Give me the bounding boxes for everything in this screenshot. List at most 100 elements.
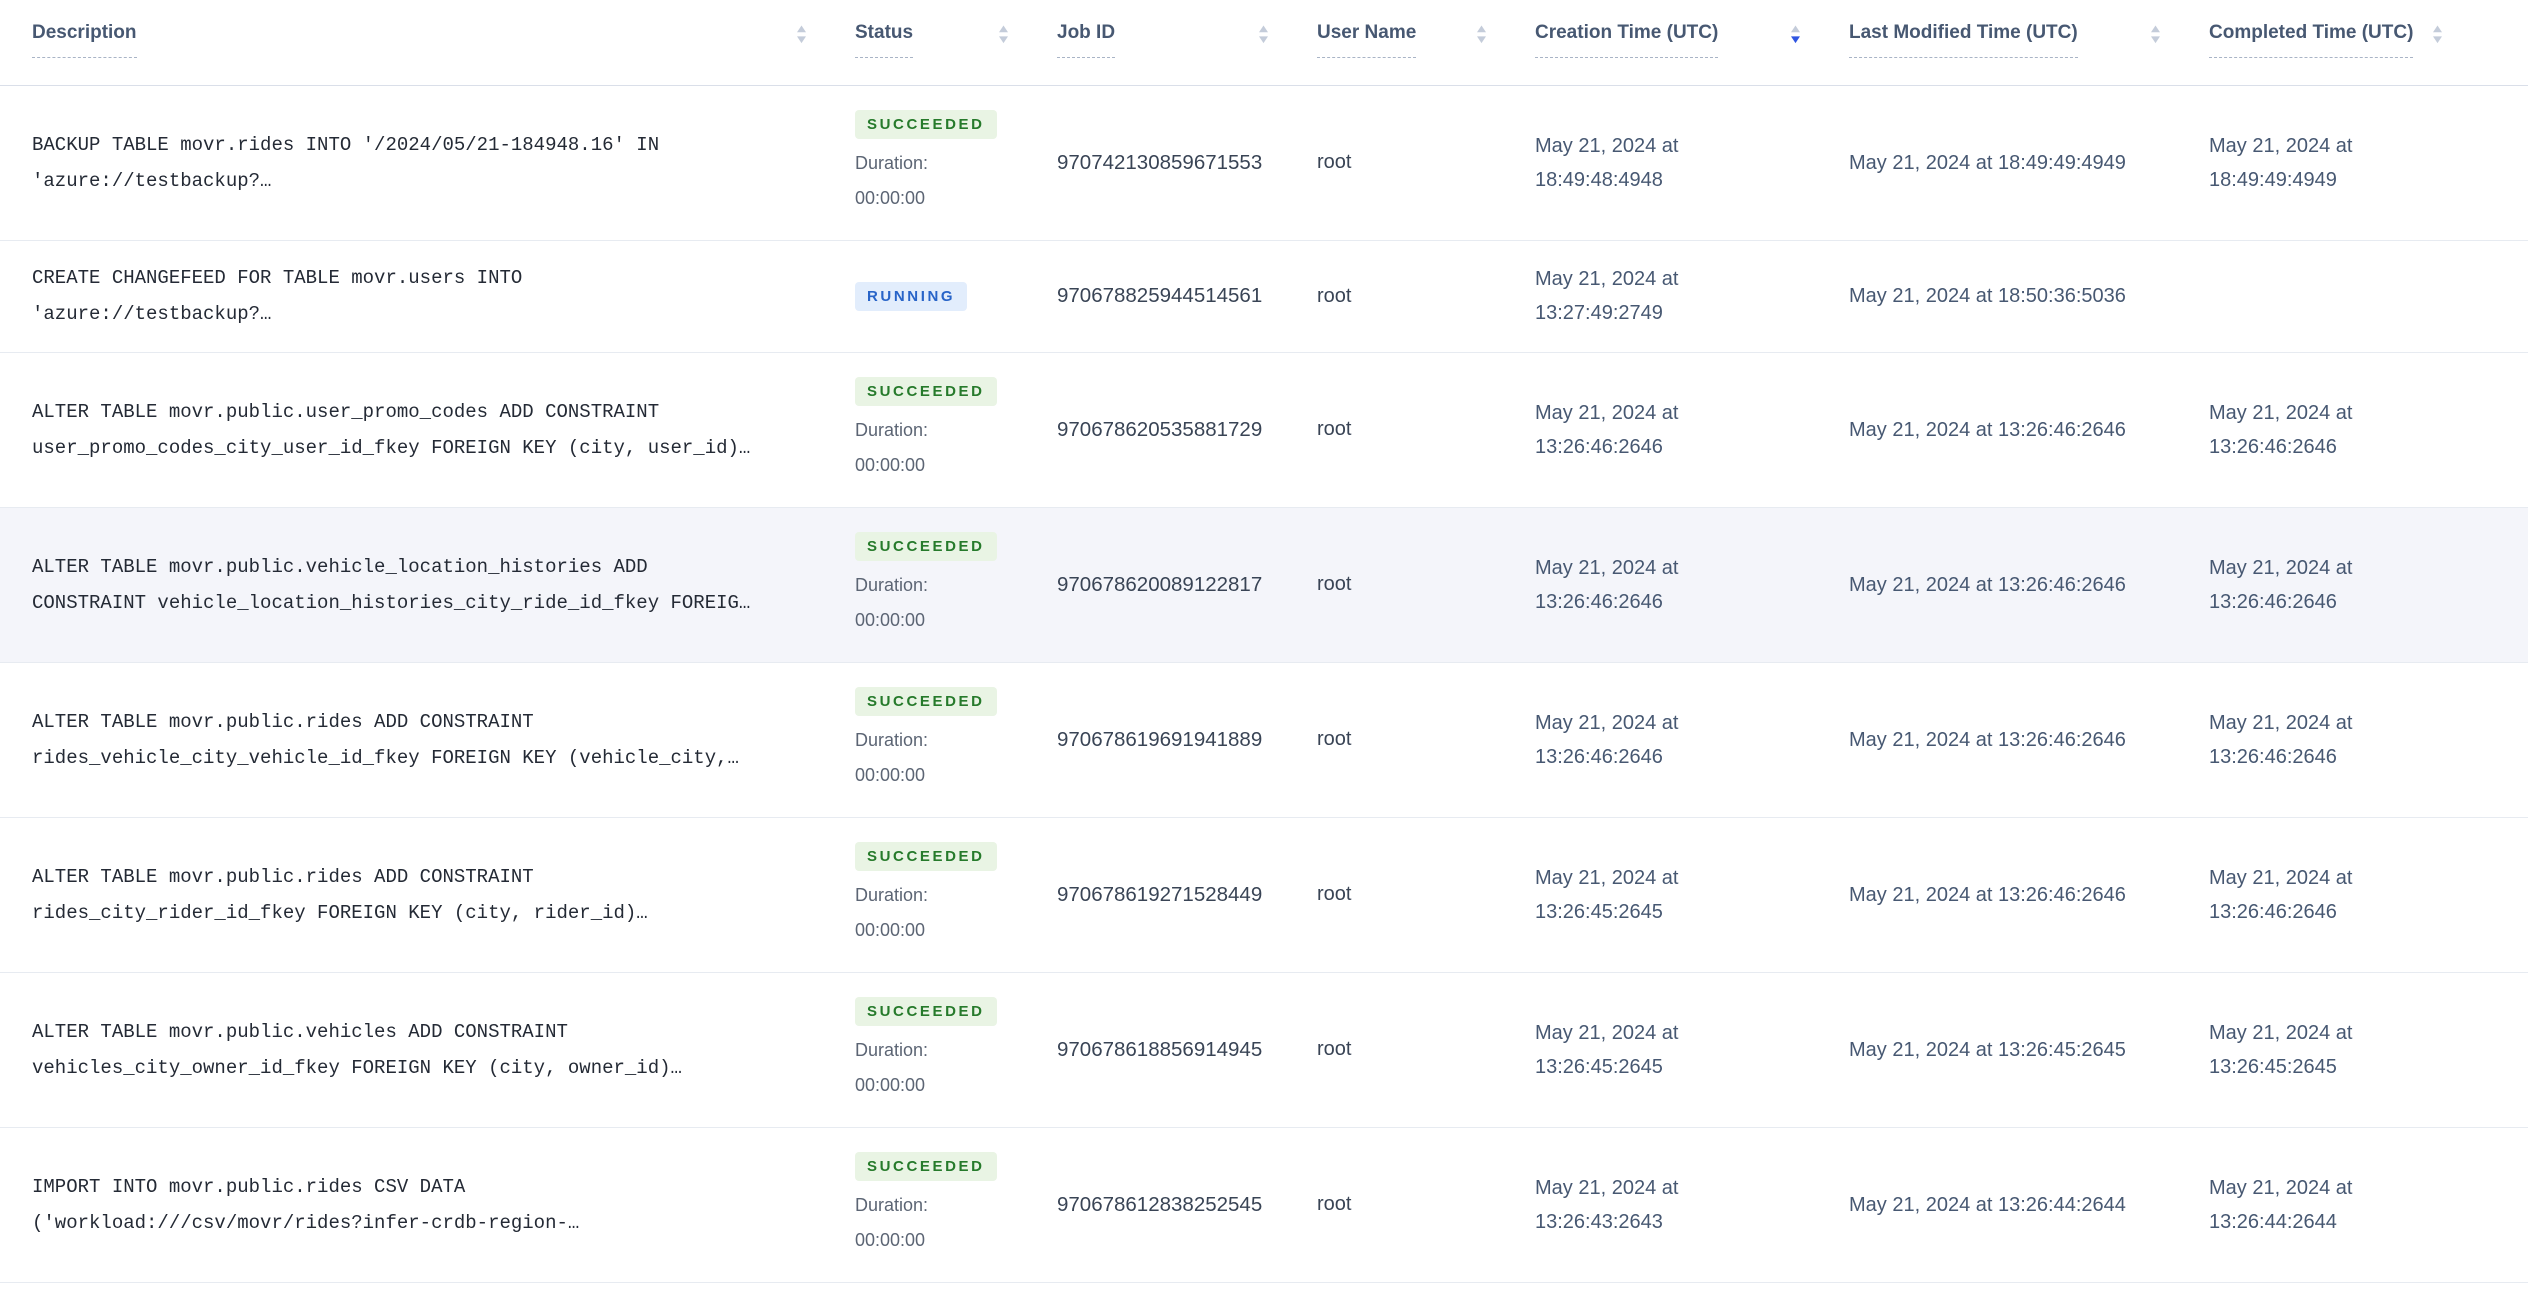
time-line: 13:26:46:2646	[2209, 435, 2337, 458]
job-duration: Duration: 00:00:00	[855, 1188, 1033, 1258]
status-badge: SUCCEEDED	[855, 531, 997, 561]
job-id: 970678620089122817	[1057, 507, 1317, 663]
job-description-link[interactable]: CREATE CHANGEFEED FOR TABLE movr.users I…	[32, 260, 831, 332]
sort-arrows-icon[interactable]	[2150, 24, 2161, 45]
column-header-label[interactable]: Description	[32, 22, 137, 58]
description-line: 'azure://testbackup?…	[32, 169, 272, 192]
user-name: root	[1317, 352, 1535, 508]
time-line: May 21, 2024 at	[1535, 866, 1679, 889]
column-header[interactable]: Completed Time (UTC)	[2209, 0, 2528, 86]
table-row[interactable]: IMPORT INTO movr.public.rides CSV DATA ('…	[0, 1127, 2528, 1283]
duration-value: 00:00:00	[855, 919, 926, 940]
sort-arrows-icon[interactable]	[1476, 24, 1487, 45]
column-header-label[interactable]: Job ID	[1057, 22, 1116, 58]
job-duration: Duration: 00:00:00	[855, 413, 1033, 483]
time-line: May 21, 2024 at	[1535, 134, 1679, 157]
job-duration: Duration: 00:00:00	[855, 146, 1033, 216]
time-line: May 21, 2024 at 18:50:36:5036	[1849, 285, 2126, 307]
job-description-link[interactable]: IMPORT INTO movr.public.rides CSV DATA ('…	[32, 1169, 831, 1241]
time-line: 13:26:46:2646	[2209, 745, 2337, 768]
completed-time: May 21, 2024 at 13:26:46:2646	[2209, 507, 2528, 663]
description-cell: ALTER TABLE movr.public.vehicles ADD CON…	[0, 972, 855, 1128]
job-duration: Duration: 00:00:00	[855, 878, 1033, 948]
column-header-label[interactable]: Last Modified Time (UTC)	[1849, 22, 2078, 58]
user-name: root	[1317, 1127, 1535, 1283]
creation-time: May 21, 2024 at 13:26:45:2645	[1535, 972, 1849, 1128]
job-description-link[interactable]: ALTER TABLE movr.public.rides ADD CONSTR…	[32, 704, 831, 776]
table-row[interactable]: BACKUP TABLE movr.rides INTO '/2024/05/2…	[0, 85, 2528, 241]
time-line: 13:26:45:2645	[1535, 1055, 1663, 1078]
job-description-link[interactable]: BACKUP TABLE movr.rides INTO '/2024/05/2…	[32, 127, 831, 199]
column-header-label[interactable]: Creation Time (UTC)	[1535, 22, 1719, 58]
column-header[interactable]: Last Modified Time (UTC)	[1849, 0, 2209, 86]
jobs-table-body: BACKUP TABLE movr.rides INTO '/2024/05/2…	[0, 85, 2528, 1283]
column-header-label[interactable]: Completed Time (UTC)	[2209, 22, 2414, 58]
column-header[interactable]: Creation Time (UTC)	[1535, 0, 1849, 86]
table-row[interactable]: ALTER TABLE movr.public.rides ADD CONSTR…	[0, 662, 2528, 818]
status-badge: RUNNING	[855, 281, 968, 311]
job-description-link[interactable]: ALTER TABLE movr.public.rides ADD CONSTR…	[32, 859, 831, 931]
column-header-label[interactable]: User Name	[1317, 22, 1417, 58]
time-line: May 21, 2024 at	[2209, 401, 2353, 424]
creation-time: May 21, 2024 at 13:26:46:2646	[1535, 507, 1849, 663]
description-line: IMPORT INTO movr.public.rides CSV DATA	[32, 1175, 466, 1198]
creation-time: May 21, 2024 at 13:26:45:2645	[1535, 817, 1849, 973]
time-line: 13:26:43:2643	[1535, 1210, 1663, 1233]
time-line: May 21, 2024 at	[2209, 556, 2353, 579]
status-badge: SUCCEEDED	[855, 1151, 997, 1181]
status-cell: SUCCEEDED Duration: 00:00:00	[855, 662, 1057, 818]
user-name: root	[1317, 85, 1535, 241]
sort-arrows-icon[interactable]	[2432, 24, 2443, 45]
time-line: May 21, 2024 at	[1535, 711, 1679, 734]
job-id: 970742130859671553	[1057, 85, 1317, 241]
time-line: May 21, 2024 at 13:26:46:2646	[1849, 883, 2126, 906]
job-id: 970678825944514561	[1057, 240, 1317, 353]
time-line: 13:26:46:2646	[1535, 745, 1663, 768]
column-header[interactable]: User Name	[1317, 0, 1535, 86]
table-row[interactable]: ALTER TABLE movr.public.user_promo_codes…	[0, 352, 2528, 508]
time-line: May 21, 2024 at	[1535, 1021, 1679, 1044]
time-line: 13:26:45:2645	[2209, 1055, 2337, 1078]
time-line: May 21, 2024 at	[1535, 268, 1679, 290]
description-line: CONSTRAINT vehicle_location_histories_ci…	[32, 591, 751, 614]
column-header[interactable]: Description	[0, 0, 855, 86]
last-modified-time: May 21, 2024 at 13:26:46:2646	[1849, 352, 2209, 508]
description-line: CREATE CHANGEFEED FOR TABLE movr.users I…	[32, 267, 523, 289]
sort-arrows-icon[interactable]	[998, 24, 1009, 45]
column-header[interactable]: Status	[855, 0, 1057, 86]
description-line: ALTER TABLE movr.public.vehicle_location…	[32, 555, 648, 578]
table-row[interactable]: ALTER TABLE movr.public.vehicles ADD CON…	[0, 972, 2528, 1128]
time-line: May 21, 2024 at	[2209, 1176, 2353, 1199]
job-description-link[interactable]: ALTER TABLE movr.public.vehicles ADD CON…	[32, 1014, 831, 1086]
last-modified-time: May 21, 2024 at 13:26:46:2646	[1849, 662, 2209, 818]
description-line: ALTER TABLE movr.public.user_promo_codes…	[32, 400, 660, 423]
duration-label: Duration:	[855, 729, 929, 750]
time-line: May 21, 2024 at	[2209, 1021, 2353, 1044]
job-id: 970678619691941889	[1057, 662, 1317, 818]
creation-time: May 21, 2024 at 13:26:43:2643	[1535, 1127, 1849, 1283]
sort-arrows-icon[interactable]	[1790, 24, 1801, 45]
last-modified-time: May 21, 2024 at 18:49:49:4949	[1849, 85, 2209, 241]
sort-arrows-icon[interactable]	[1258, 24, 1269, 45]
job-description-link[interactable]: ALTER TABLE movr.public.vehicle_location…	[32, 549, 831, 621]
job-id: 970678618856914945	[1057, 972, 1317, 1128]
column-header-label[interactable]: Status	[855, 22, 914, 58]
table-row[interactable]: ALTER TABLE movr.public.vehicle_location…	[0, 507, 2528, 663]
table-row[interactable]: ALTER TABLE movr.public.rides ADD CONSTR…	[0, 817, 2528, 973]
last-modified-time: May 21, 2024 at 13:26:45:2645	[1849, 972, 2209, 1128]
time-line: May 21, 2024 at 13:26:46:2646	[1849, 728, 2126, 751]
description-line: rides_vehicle_city_vehicle_id_fkey FOREI…	[32, 746, 739, 769]
job-description-link[interactable]: ALTER TABLE movr.public.user_promo_codes…	[32, 394, 831, 466]
time-line: May 21, 2024 at 13:26:46:2646	[1849, 573, 2126, 596]
status-badge: SUCCEEDED	[855, 996, 997, 1026]
time-line: May 21, 2024 at 18:49:49:4949	[1849, 151, 2126, 174]
time-line: May 21, 2024 at	[2209, 711, 2353, 734]
sort-arrows-icon[interactable]	[796, 24, 807, 45]
creation-time: May 21, 2024 at 13:26:46:2646	[1535, 662, 1849, 818]
time-line: 13:26:46:2646	[2209, 900, 2337, 923]
column-header[interactable]: Job ID	[1057, 0, 1317, 86]
time-line: May 21, 2024 at	[2209, 866, 2353, 889]
completed-time: May 21, 2024 at 18:49:49:4949	[2209, 85, 2528, 241]
duration-value: 00:00:00	[855, 187, 926, 208]
table-row[interactable]: CREATE CHANGEFEED FOR TABLE movr.users I…	[0, 240, 2528, 353]
